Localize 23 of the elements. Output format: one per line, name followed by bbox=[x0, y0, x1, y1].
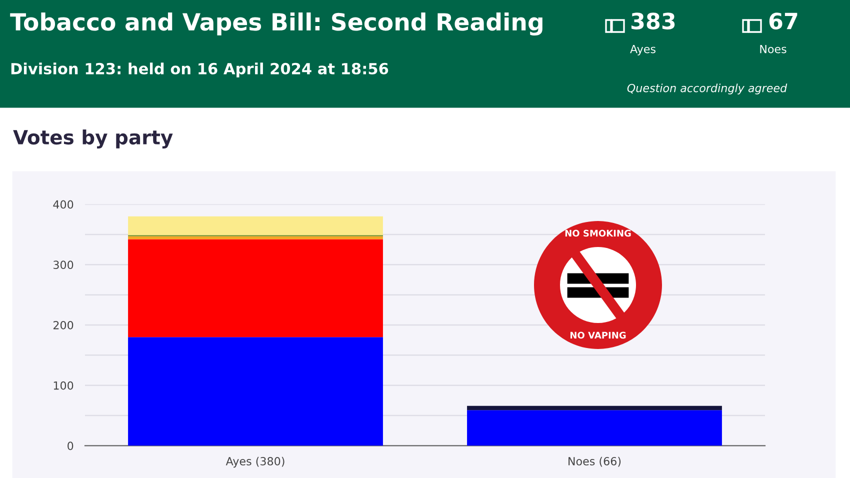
chart-subtitle: Division 123: held on 16 April 2024 at 18:56 bbox=[11, 62, 388, 78]
annotation: NO VAPING bbox=[570, 332, 626, 339]
bar bbox=[128, 216, 383, 236]
chart-title: Tobacco and Vapes Bill: Second Reading bbox=[10, 12, 542, 36]
bar bbox=[128, 239, 383, 338]
text: Ayes bbox=[630, 44, 656, 56]
x-tick-label: Ayes (380) bbox=[226, 456, 284, 468]
text: Votes by party bbox=[13, 130, 173, 148]
bar bbox=[128, 337, 383, 446]
text: Question accordingly agreed bbox=[627, 84, 788, 94]
text: 383 bbox=[631, 12, 675, 30]
y-tick-label: 400 bbox=[53, 200, 74, 209]
y-tick-label: 200 bbox=[53, 320, 74, 330]
annotation: NO SMOKING bbox=[565, 230, 631, 237]
y-tick-label: 0 bbox=[68, 442, 74, 450]
bar bbox=[467, 410, 722, 446]
y-tick-label: 100 bbox=[54, 381, 74, 390]
bar bbox=[128, 236, 383, 240]
x-tick-label: Noes (66) bbox=[568, 456, 621, 467]
text: 67 bbox=[769, 12, 798, 30]
y-tick-label: 300 bbox=[54, 260, 74, 270]
text: Noes bbox=[760, 44, 786, 54]
bar bbox=[467, 406, 722, 410]
